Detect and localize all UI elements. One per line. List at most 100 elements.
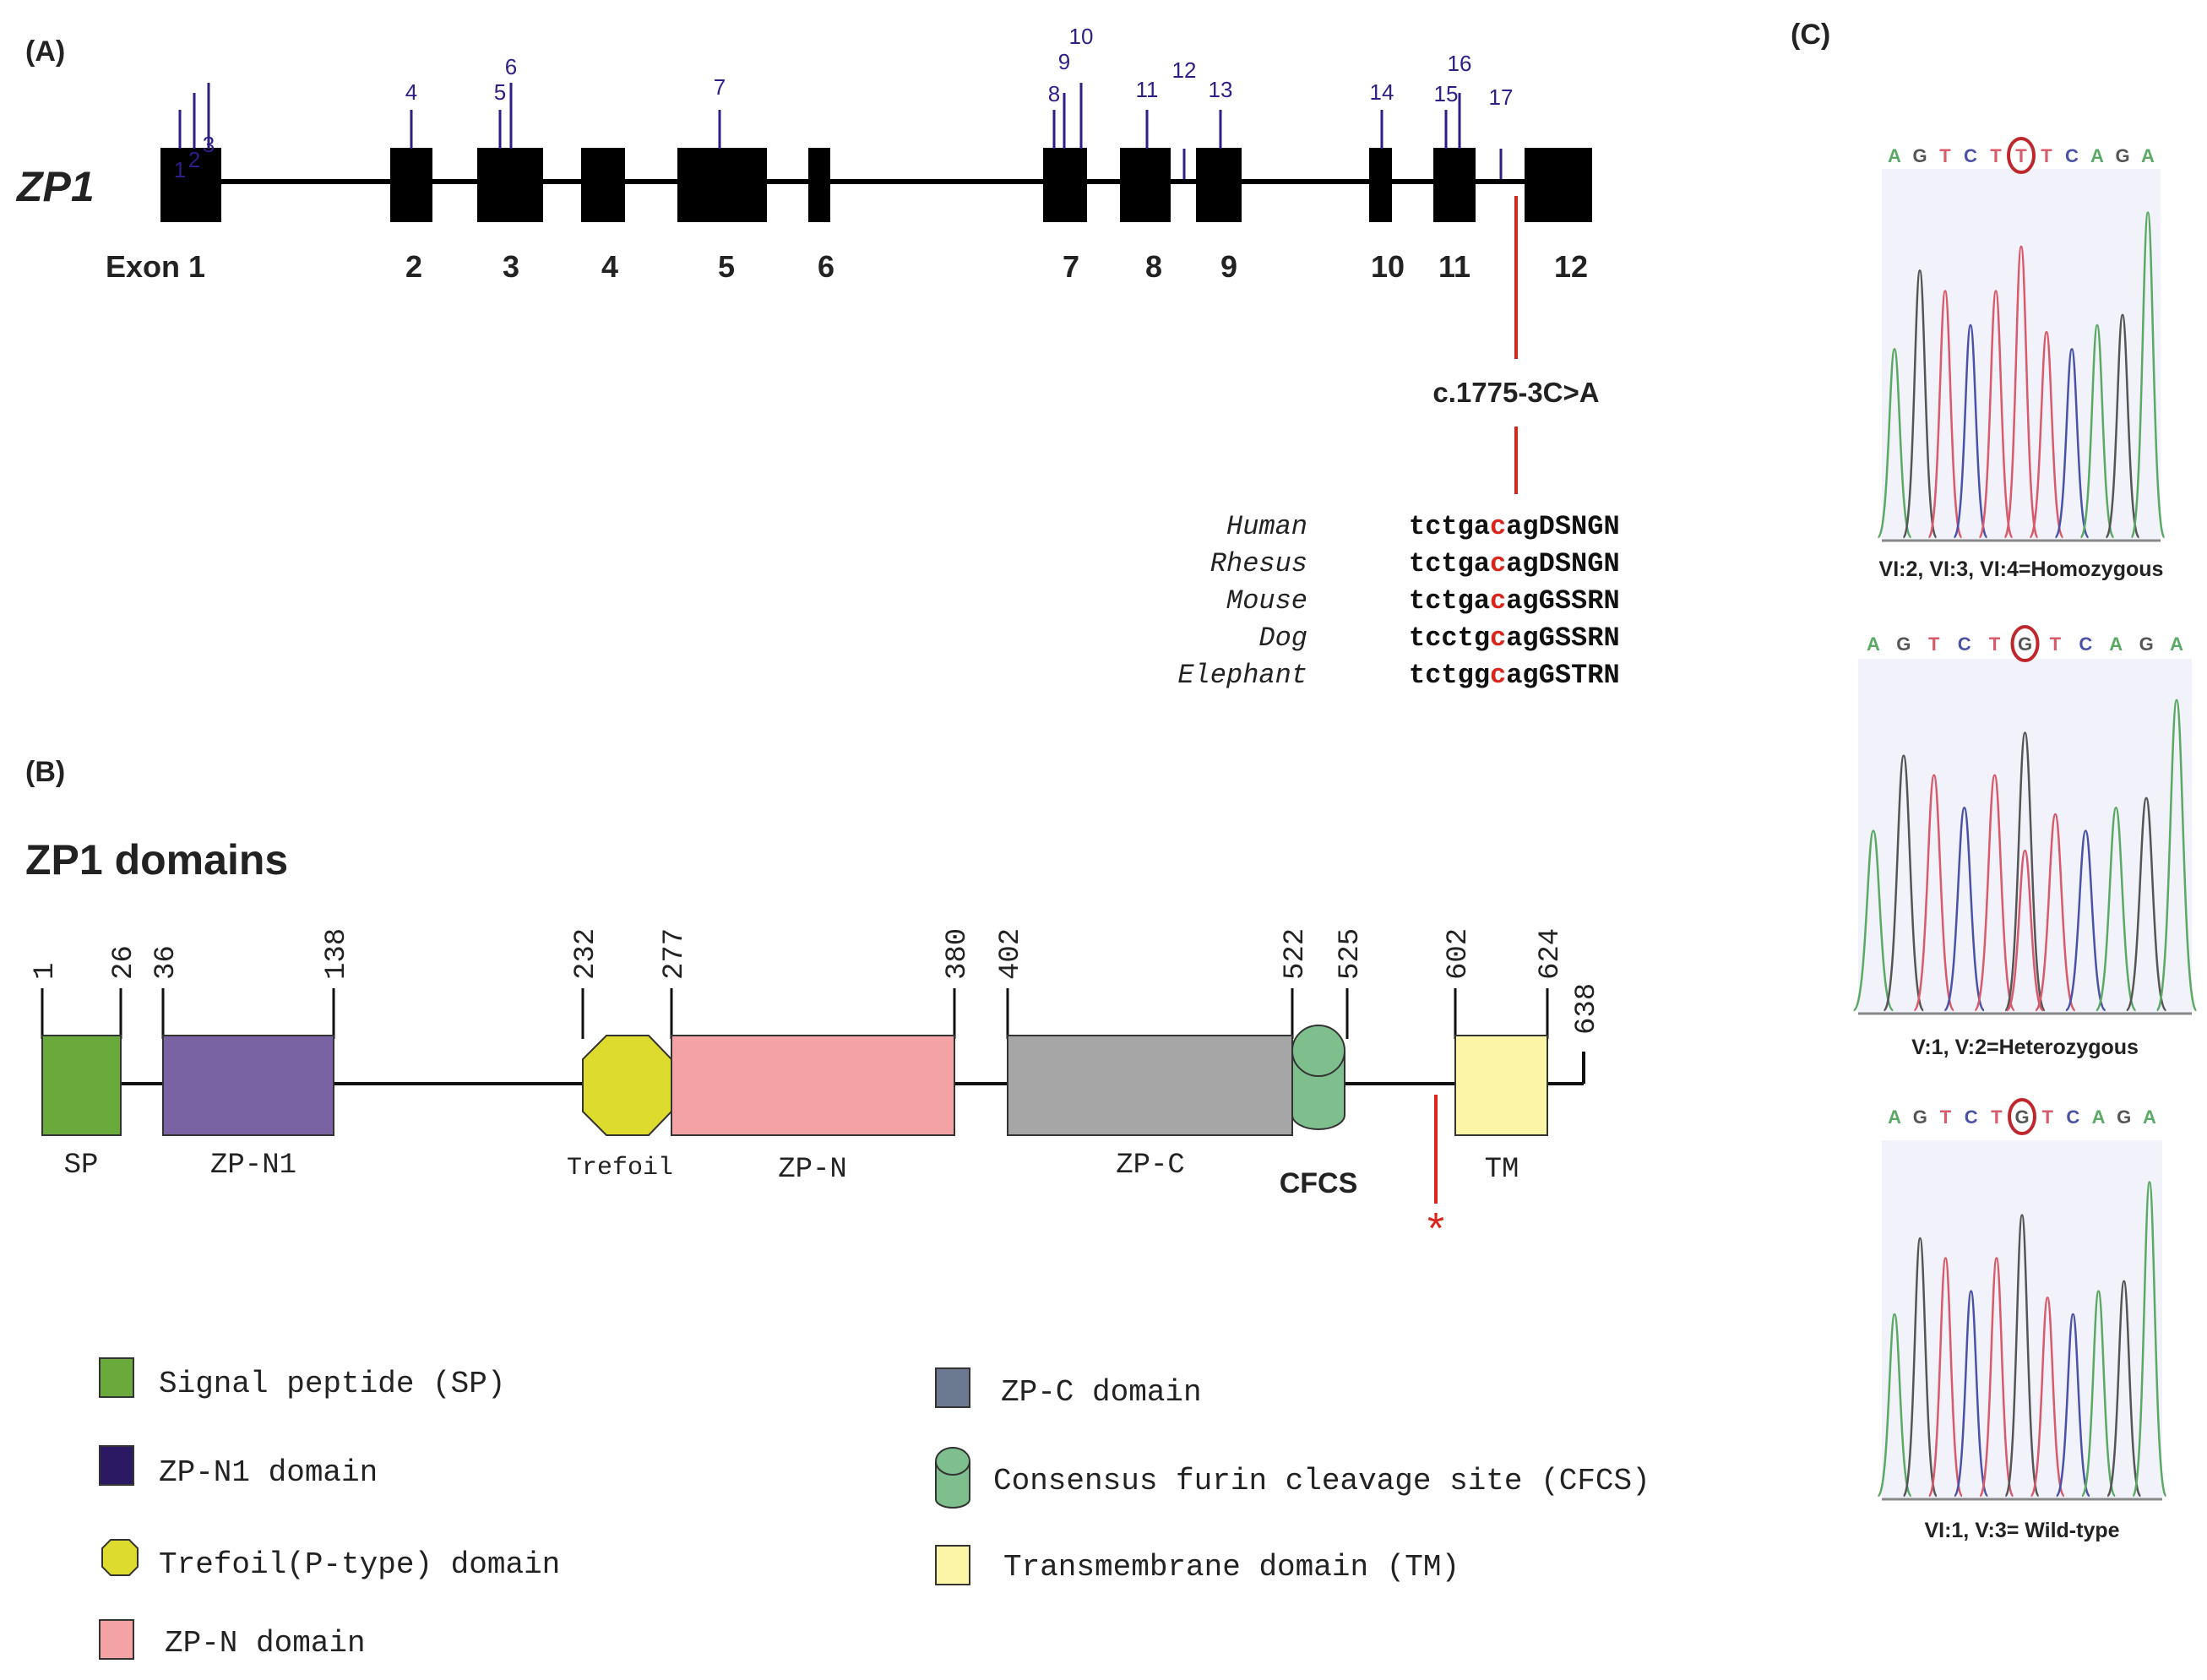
exon-label: 11 bbox=[1438, 249, 1470, 284]
exon-5 bbox=[677, 148, 767, 222]
zpc-label: ZP-C bbox=[1116, 1150, 1185, 1182]
sp-domain bbox=[41, 1035, 122, 1136]
site-number: 15 bbox=[1434, 81, 1459, 106]
site-number: 11 bbox=[1136, 77, 1159, 102]
base-call: A bbox=[1888, 1106, 1901, 1128]
position-label: 1 bbox=[30, 963, 62, 980]
sequence-suffix: agGSSRN bbox=[1506, 623, 1619, 654]
site-number: 2 bbox=[188, 147, 200, 172]
base-call: T bbox=[1990, 145, 2002, 166]
exon-6 bbox=[808, 148, 830, 222]
zpc-domain bbox=[1007, 1035, 1293, 1136]
mutated-base: c bbox=[1490, 511, 1506, 542]
base-call: G bbox=[1912, 145, 1927, 166]
position-label: 624 bbox=[1535, 928, 1567, 980]
position-label: 380 bbox=[942, 928, 974, 980]
base-call: G bbox=[2014, 1106, 2029, 1128]
trace-peak bbox=[2132, 1181, 2167, 1498]
exon-label: 10 bbox=[1371, 249, 1405, 284]
exon-label: 5 bbox=[718, 249, 735, 284]
base-call: G bbox=[2018, 633, 2032, 655]
zpn1-label: ZP-N1 bbox=[210, 1150, 296, 1182]
trace-peak bbox=[1877, 348, 1912, 539]
trace-peak bbox=[2029, 330, 2064, 539]
zpn1-domain bbox=[162, 1035, 334, 1136]
exon-1-label: Exon 1 bbox=[106, 249, 205, 284]
position-label: 638 bbox=[1571, 983, 1603, 1035]
base-call: A bbox=[2092, 1106, 2106, 1128]
base-call: T bbox=[2041, 145, 2052, 166]
base-call: A bbox=[1867, 633, 1880, 655]
sp-label: SP bbox=[64, 1150, 99, 1182]
trace-peak bbox=[2054, 348, 2090, 539]
exon-label: 6 bbox=[818, 249, 834, 284]
chromatogram-1: A G T C T T T C A G AVI:2, VI:3, VI:4=Homozygous bbox=[1877, 137, 2166, 581]
base-call: T bbox=[2050, 633, 2062, 655]
position-label: 525 bbox=[1335, 928, 1367, 980]
exon-label: 3 bbox=[503, 249, 519, 284]
base-call: A bbox=[2109, 633, 2123, 655]
site-number: 5 bbox=[494, 79, 506, 105]
trace-peak bbox=[1978, 1257, 2014, 1498]
position-label: 402 bbox=[995, 928, 1027, 980]
base-call: G bbox=[1913, 1106, 1927, 1128]
exon-label: 4 bbox=[601, 249, 618, 284]
mutation-label: c.1775-3C>A bbox=[1432, 377, 1599, 408]
base-call: T bbox=[1940, 1106, 1952, 1128]
trace-peak bbox=[2055, 1313, 2091, 1498]
variant-circle bbox=[2008, 1098, 2036, 1135]
base-call: T bbox=[1928, 633, 1940, 655]
trace-peak bbox=[1913, 774, 1955, 1012]
species-name: Dog bbox=[1258, 623, 1307, 654]
exon-1 bbox=[160, 148, 221, 222]
position-label: 26 bbox=[108, 945, 140, 980]
legend-swatch-cfcs-cap bbox=[935, 1447, 970, 1476]
base-call: T bbox=[2041, 1106, 2053, 1128]
trace-peak bbox=[1943, 807, 1986, 1012]
trace-peak bbox=[2130, 211, 2166, 539]
trace-peak bbox=[2080, 1290, 2117, 1498]
sequence-suffix: agDSNGN bbox=[1506, 548, 1619, 579]
species-name: Elephant bbox=[1177, 660, 1307, 691]
aligned-sequence: tctggcagGSTRN bbox=[1409, 660, 1620, 691]
trace-peak bbox=[1974, 774, 2016, 1012]
base-call: C bbox=[2079, 633, 2092, 655]
sequence-prefix: tctga bbox=[1409, 548, 1490, 579]
sequence-prefix: tctgg bbox=[1409, 660, 1490, 691]
site-number: 8 bbox=[1048, 81, 1060, 106]
species-name: Human bbox=[1226, 511, 1307, 542]
position-label: 232 bbox=[570, 928, 602, 980]
zpn-label: ZP-N bbox=[778, 1154, 847, 1186]
trace-peak-secondary bbox=[2005, 849, 2045, 1012]
site-number: 13 bbox=[1209, 77, 1233, 102]
trefoil-domain bbox=[582, 1035, 672, 1136]
legend-swatch-tm bbox=[935, 1545, 970, 1585]
trace-peak bbox=[1953, 323, 1988, 539]
variant-circle bbox=[2007, 137, 2036, 174]
trace-peak bbox=[2155, 699, 2198, 1012]
site-number: 6 bbox=[505, 54, 517, 79]
gene-name: ZP1 bbox=[15, 163, 95, 210]
trace-peak bbox=[2064, 829, 2106, 1012]
domain-legend: Signal peptide (SP) ZP-N1 domain Trefoil(P… bbox=[99, 1357, 1650, 1661]
exon-10 bbox=[1369, 148, 1392, 222]
legend-text-cfcs: Consensus furin cleavage site (CFCS) bbox=[993, 1464, 1650, 1498]
trace-peak bbox=[1927, 290, 1963, 539]
site-number: 16 bbox=[1448, 51, 1472, 76]
site-number: 3 bbox=[203, 132, 215, 157]
trace-peak bbox=[2095, 807, 2137, 1012]
legend-text-tm: Transmembrane domain (TM) bbox=[1003, 1550, 1460, 1585]
exon-7 bbox=[1043, 148, 1087, 222]
aligned-sequence: tctgacagGSSRN bbox=[1409, 585, 1620, 617]
species-name: Rhesus bbox=[1210, 548, 1307, 579]
trace-peak bbox=[1902, 1237, 1938, 1498]
base-call: G bbox=[2115, 145, 2129, 166]
legend-swatch-zpn1 bbox=[99, 1445, 134, 1486]
mutated-base: c bbox=[1490, 585, 1506, 617]
panel-b-label: (B) bbox=[25, 756, 65, 788]
